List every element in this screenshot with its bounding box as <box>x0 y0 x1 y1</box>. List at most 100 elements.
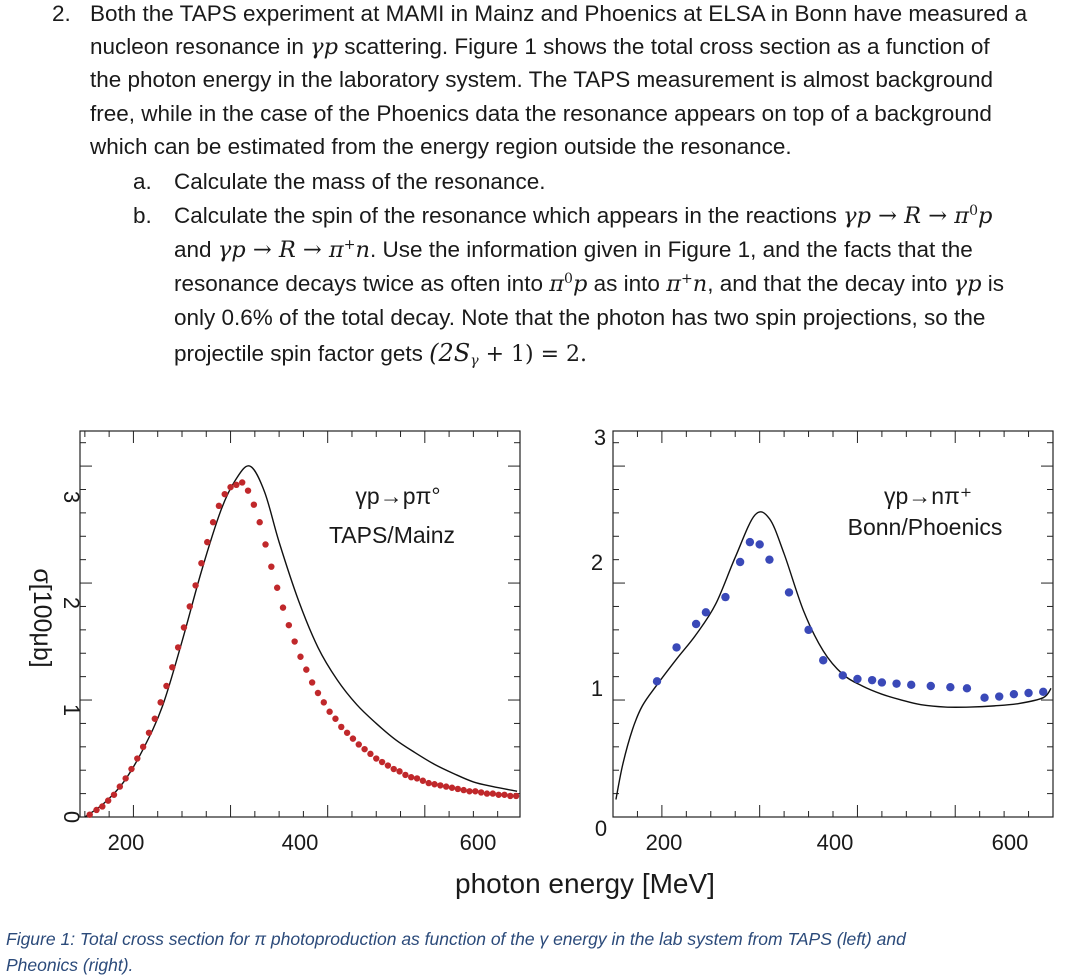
taps-data-point <box>169 664 176 671</box>
part-a-text: Calculate the mass of the resonance. <box>174 169 546 194</box>
taps-data-point <box>273 584 281 591</box>
taps-data-point <box>367 750 374 758</box>
taps-data-point <box>110 791 118 798</box>
taps-data-point <box>86 811 93 818</box>
taps-data-point <box>268 563 275 570</box>
x-tick-label: 600 <box>992 830 1029 855</box>
taps-data-point <box>116 783 124 790</box>
taps-data-point <box>233 481 240 489</box>
phoenics-data-point <box>755 540 764 549</box>
fit-curve <box>615 511 1052 800</box>
taps-data-point <box>291 638 298 645</box>
taps-data-point <box>425 779 432 787</box>
taps-data-point <box>227 483 234 491</box>
taps-data-point <box>134 755 141 762</box>
taps-data-point <box>466 788 473 795</box>
taps-data-point <box>338 723 345 731</box>
taps-data-point <box>145 729 153 736</box>
experiment-label: Bonn/Phoenics <box>848 514 1003 540</box>
phoenics-data-point <box>784 588 794 597</box>
taps-data-point <box>221 490 228 498</box>
intro-line-2: nucleon resonance in γp scattering. Figu… <box>90 34 990 60</box>
taps-data-point <box>285 621 293 629</box>
phoenics-data-point <box>745 537 755 547</box>
taps-data-point <box>215 502 223 510</box>
taps-data-point <box>413 775 421 782</box>
phoenics-data-point <box>721 592 730 602</box>
taps-data-point <box>186 603 193 610</box>
part-b-line-5: projectile spin factor gets (2Sγ + 1) = … <box>174 339 588 369</box>
phoenics-data-point <box>877 678 887 687</box>
phoenics-data-point <box>980 693 989 702</box>
taps-data-point <box>419 777 427 784</box>
taps-data-point <box>314 689 322 697</box>
phoenics-data-point <box>907 680 916 690</box>
taps-data-point <box>192 582 199 589</box>
figure-caption: Figure 1: Total cross section for π phot… <box>6 926 1066 978</box>
taps-data-point <box>256 519 263 526</box>
problem-number: 2. <box>52 1 71 26</box>
chart-bonn-phoenics: 200 400 600 0 1 2 3 γp→nπ⁺ Bonn/Phoenics <box>591 425 1054 855</box>
taps-data-point <box>122 775 129 782</box>
phoenics-data-point <box>819 656 828 665</box>
taps-data-point <box>297 653 304 660</box>
phoenics-data-point <box>735 557 745 567</box>
taps-data-point <box>174 644 182 651</box>
taps-data-point <box>163 682 170 690</box>
taps-data-point <box>104 797 112 804</box>
taps-data-point <box>448 784 456 791</box>
taps-data-point <box>390 765 397 773</box>
taps-data-point <box>99 803 106 810</box>
phoenics-data-point <box>962 684 972 693</box>
phoenics-data-point <box>838 671 847 680</box>
intro-line-1: Both the TAPS experiment at MAMI in Main… <box>90 1 1028 26</box>
experiment-label: TAPS/Mainz <box>329 522 455 548</box>
chart-taps-mainz: 200 400 600 0 1 2 3 γp→pπ° TAPS/Mainz <box>59 430 521 855</box>
taps-data-point <box>437 782 444 789</box>
y-tick-label: 3 <box>59 491 84 503</box>
x-tick-label: 200 <box>646 830 683 855</box>
taps-data-point <box>180 624 188 631</box>
y-tick-label: 0 <box>595 816 607 841</box>
phoenics-data-point <box>1024 688 1033 698</box>
taps-data-point <box>408 774 415 781</box>
taps-data-point <box>209 519 217 526</box>
y-tick-label: 1 <box>59 704 84 716</box>
taps-data-point <box>198 559 205 567</box>
phoenics-data-point <box>672 643 681 652</box>
y-tick-label: 2 <box>591 550 603 575</box>
taps-data-point <box>431 781 438 788</box>
taps-data-point <box>454 785 462 793</box>
x-tick-label: 200 <box>108 830 145 855</box>
taps-data-point <box>472 788 479 795</box>
taps-data-point <box>460 786 467 794</box>
part-a-label: a. <box>133 169 152 194</box>
taps-data-point <box>501 791 508 798</box>
taps-data-point <box>507 792 514 800</box>
x-tick-label: 400 <box>817 830 854 855</box>
taps-data-point <box>373 755 380 762</box>
phoenics-data-point <box>853 674 862 684</box>
taps-data-point <box>308 679 316 686</box>
part-b-line-2: and γp → R → π+n. Use the information gi… <box>174 237 973 263</box>
taps-data-point <box>320 699 327 706</box>
phoenics-data-point <box>892 679 901 688</box>
plot-frame <box>612 430 1054 818</box>
phoenics-data-point <box>652 677 662 686</box>
part-b-line-4: only 0.6% of the total decay. Note that … <box>174 305 986 330</box>
y-tick-label: 0 <box>59 811 84 823</box>
intro-line-4: free, while in the case of the Phoenics … <box>90 101 992 126</box>
intro-line-3: the photon energy in the laboratory syst… <box>90 67 993 92</box>
x-axis-label: photon energy [MeV] <box>455 868 715 899</box>
y-tick-label: 2 <box>59 597 84 609</box>
taps-data-point <box>244 487 252 494</box>
phoenics-data-point <box>995 692 1004 701</box>
taps-data-point <box>303 666 310 673</box>
x-tick-label: 600 <box>460 830 497 855</box>
y-axis-label: σ[100μb] <box>28 568 56 667</box>
taps-data-point <box>355 741 362 748</box>
taps-data-point <box>402 771 409 779</box>
phoenics-data-point <box>1039 687 1048 697</box>
phoenics-data-point <box>691 619 701 629</box>
taps-data-point <box>343 729 351 736</box>
